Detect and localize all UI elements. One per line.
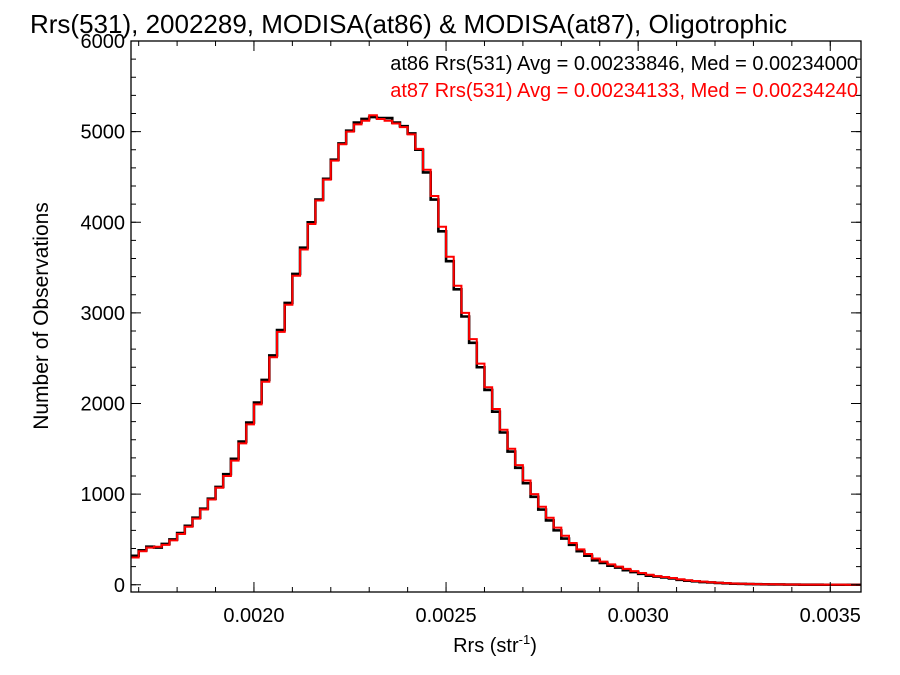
plot-area: 0.0020 0.0025 0.0030 0.0035 0 1000 2000 3000 400… [81,31,862,627]
legend-entry-at87: at87 Rrs(531) Avg = 0.00234133, Med = 0.… [390,80,858,102]
legend: at86 Rrs(531) Avg = 0.00233846, Med = 0.… [390,53,858,102]
y-tick-label: 1000 [81,484,126,506]
x-tick-label: 0.0035 [800,605,861,627]
y-tick-label: 3000 [81,303,126,325]
x-axis-label-superscript: -1 [519,632,531,647]
legend-entry-at86: at86 Rrs(531) Avg = 0.00233846, Med = 0.… [390,53,858,75]
series-at87-line [131,114,861,586]
x-axis-label-main: Rrs (str [453,635,519,657]
x-tick-label: 0.0030 [608,605,669,627]
y-tick-label: 0 [114,575,125,597]
x-axis-label-close: ) [530,635,537,657]
y-tick-label: 4000 [81,212,126,234]
series-at86-line [131,115,861,587]
y-tick-label: 5000 [81,122,126,144]
x-tick-label: 0.0025 [415,605,476,627]
y-tick-label: 2000 [81,394,126,416]
x-tick-label: 0.0020 [223,605,284,627]
ticks-layer: 0.0020 0.0025 0.0030 0.0035 0 1000 2000 3000 400… [81,31,861,627]
chart-title: Rrs(531), 2002289, MODISA(at86) & MODISA… [30,9,787,39]
x-axis-label: Rrs (str-1) [453,632,537,657]
y-axis-label: Number of Observations [30,202,53,430]
y-tick-label: 6000 [81,31,126,53]
series-layer [131,114,861,587]
plot-frame [130,40,862,593]
